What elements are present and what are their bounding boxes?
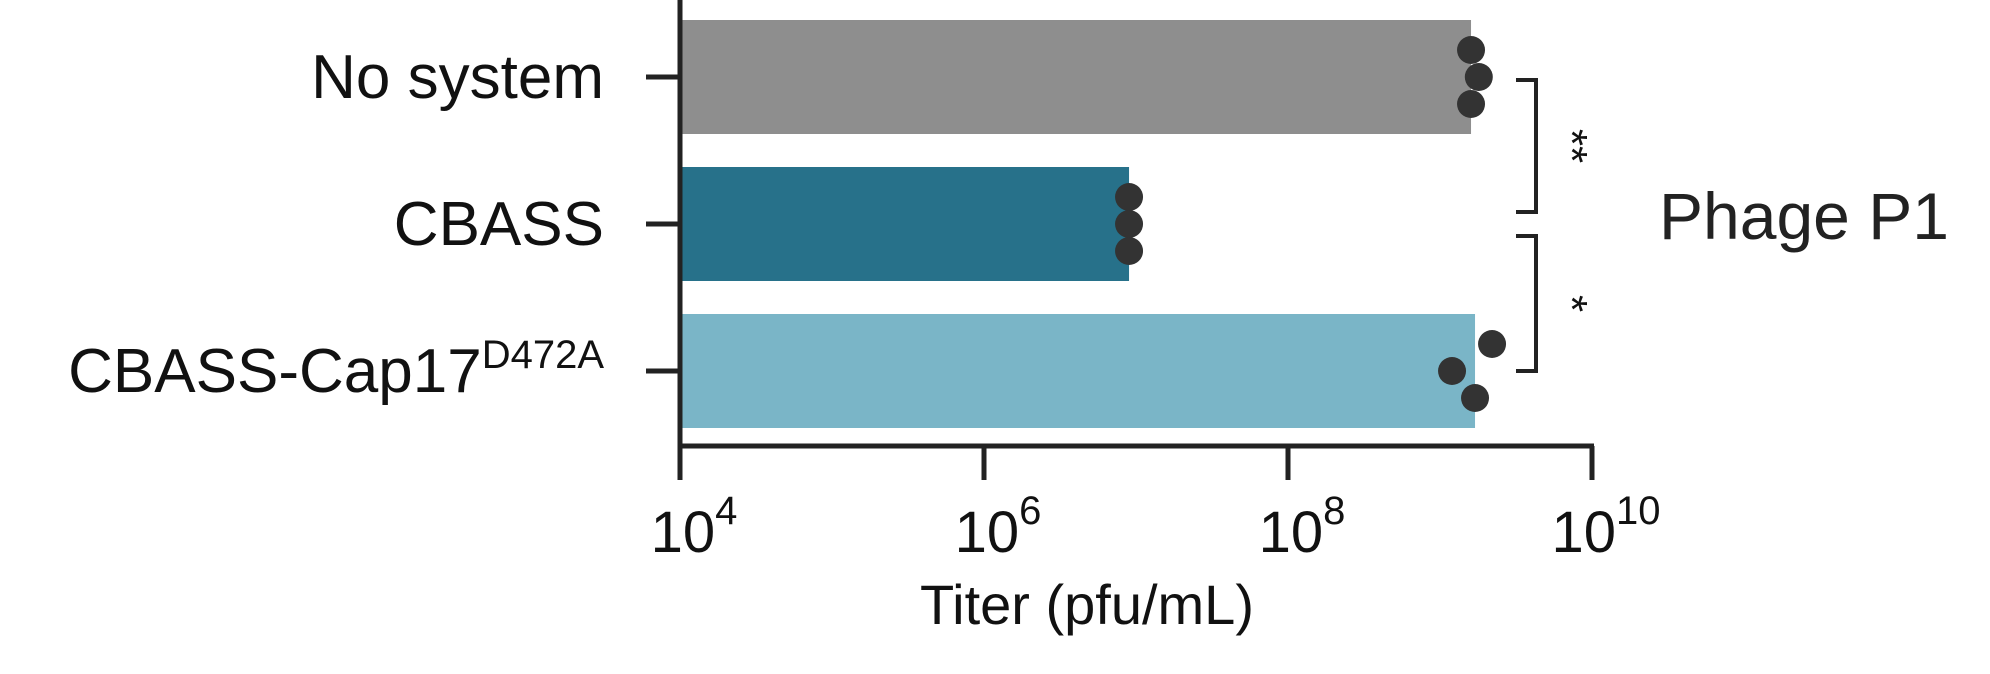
replicate-point bbox=[1115, 237, 1144, 265]
significance-label: ** bbox=[1547, 129, 1596, 163]
replicate-points-layer bbox=[1115, 36, 1507, 412]
replicate-point bbox=[1115, 183, 1144, 211]
x-axis-title: Titer (pfu/mL) bbox=[920, 573, 1254, 636]
replicate-point bbox=[1461, 384, 1490, 412]
x-tick-exponent: 4 bbox=[715, 489, 737, 533]
replicate-point bbox=[1115, 210, 1144, 238]
significance-label: * bbox=[1547, 295, 1596, 312]
x-tick-exponent: 10 bbox=[1616, 489, 1661, 533]
x-tick-base: 10 bbox=[955, 500, 1020, 565]
x-tick-base: 10 bbox=[651, 500, 716, 565]
x-tick-base: 10 bbox=[1259, 500, 1324, 565]
category-superscript: D472A bbox=[482, 333, 605, 377]
significance-bracket bbox=[1516, 234, 1538, 373]
significance-brackets: *** bbox=[1516, 78, 1596, 373]
x-tick-base: 10 bbox=[1551, 500, 1616, 565]
panel-label: Phage P1 bbox=[1659, 179, 1949, 253]
bar-0 bbox=[680, 20, 1472, 134]
x-tick-exponent: 8 bbox=[1323, 489, 1345, 533]
significance-bracket bbox=[1516, 78, 1538, 214]
replicate-point bbox=[1457, 36, 1486, 64]
bars-layer bbox=[680, 20, 1476, 428]
bar-2 bbox=[680, 314, 1476, 428]
category-name: CBASS-Cap17 bbox=[68, 337, 482, 406]
x-tick-label: 1010 bbox=[1551, 489, 1660, 565]
x-tick-label: 104 bbox=[651, 489, 738, 565]
x-tick-exponent: 6 bbox=[1019, 489, 1041, 533]
category-name: CBASS bbox=[394, 190, 604, 259]
y-tick-label: CBASS bbox=[394, 190, 604, 259]
x-ticks: 104 106 108 1010 bbox=[651, 446, 1661, 565]
x-tick-label: 108 bbox=[1259, 489, 1346, 565]
category-name: No system bbox=[311, 43, 604, 112]
replicate-point bbox=[1464, 63, 1493, 91]
y-tick-label: CBASS-Cap17D472A bbox=[68, 333, 604, 406]
replicate-point bbox=[1478, 330, 1507, 358]
replicate-point bbox=[1457, 90, 1486, 118]
y-ticks: No system CBASS CBASS-Cap17D472A bbox=[68, 43, 680, 406]
x-tick-label: 106 bbox=[955, 489, 1042, 565]
y-tick-label: No system bbox=[311, 43, 604, 112]
replicate-point bbox=[1438, 357, 1467, 385]
bar-1 bbox=[680, 167, 1130, 281]
